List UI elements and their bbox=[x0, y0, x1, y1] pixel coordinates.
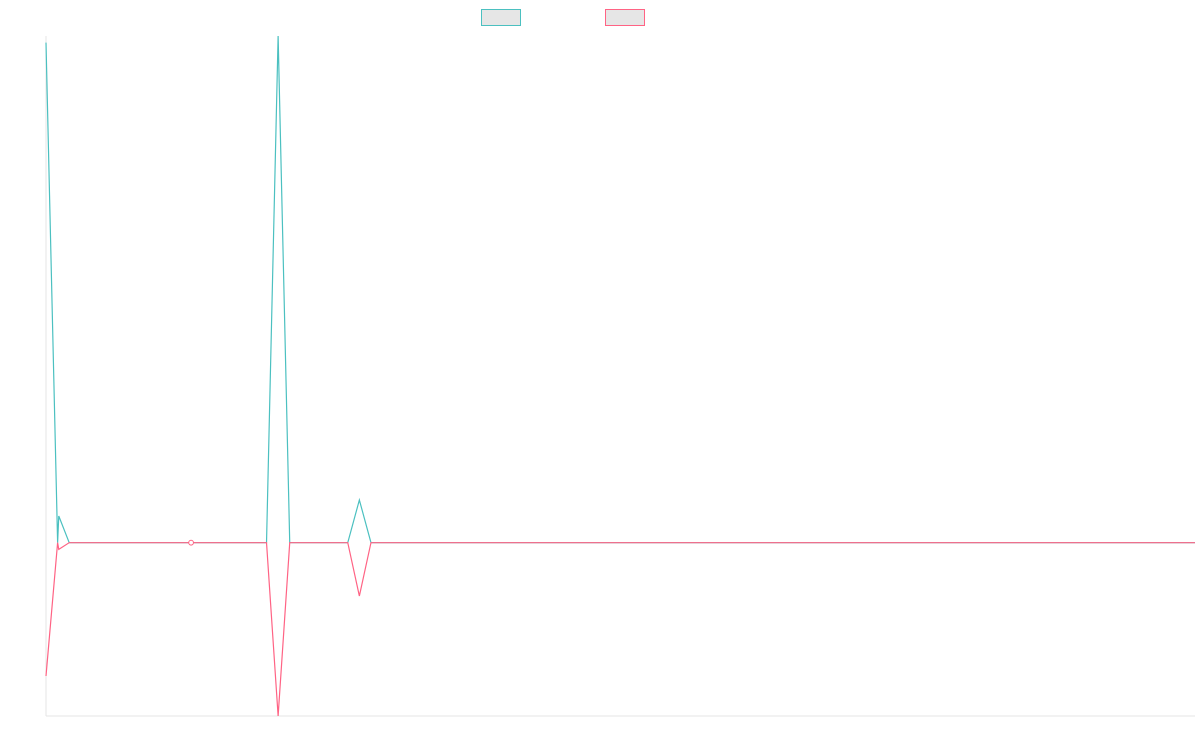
series-line-2 bbox=[45, 542, 1195, 717]
series-line-1 bbox=[45, 35, 1195, 544]
series-group bbox=[45, 35, 1195, 717]
legend bbox=[481, 9, 645, 26]
axes bbox=[45, 36, 1195, 717]
legend-swatch-1[interactable] bbox=[481, 9, 521, 26]
highlight-point-1[interactable] bbox=[188, 539, 194, 546]
legend-swatch-2[interactable] bbox=[605, 9, 645, 26]
data-points bbox=[188, 539, 194, 546]
